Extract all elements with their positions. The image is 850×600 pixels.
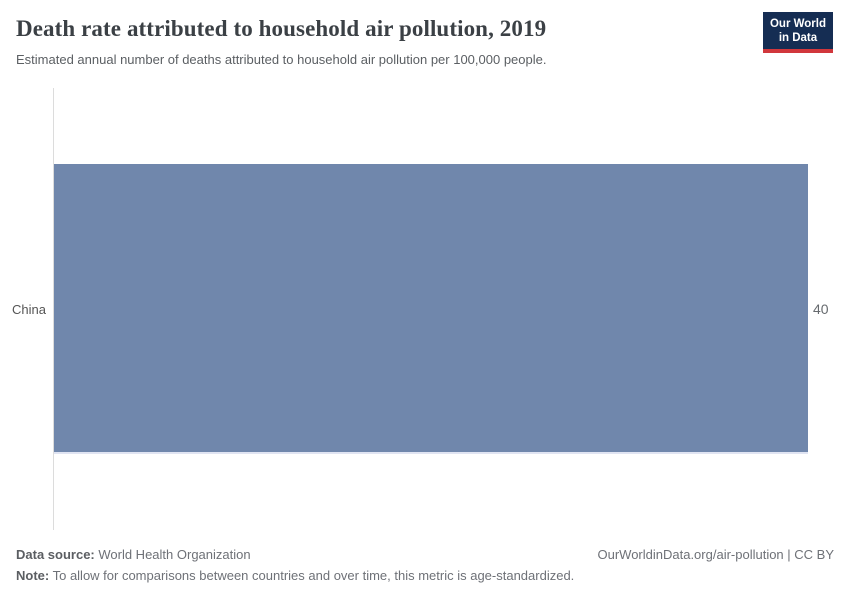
value-label-china: 40: [813, 301, 829, 317]
bar-track: [54, 164, 808, 454]
owid-logo-line1: Our World: [769, 18, 826, 30]
data-source-line: Data source: World Health Organization: [16, 547, 251, 563]
data-source-label: Data source:: [16, 547, 95, 562]
chart-subtitle: Estimated annual number of deaths attrib…: [16, 52, 547, 67]
owid-logo-line2: in Data: [778, 31, 818, 44]
bar-china[interactable]: [54, 164, 808, 454]
entity-label-china[interactable]: China: [12, 302, 46, 317]
note-text: To allow for comparisons between countri…: [49, 568, 575, 583]
y-axis-line: [53, 88, 54, 530]
note-line: Note: To allow for comparisons between c…: [16, 568, 574, 584]
owid-logo[interactable]: Our World in Data: [762, 12, 833, 53]
data-source-text: World Health Organization: [94, 547, 251, 562]
attribution-link[interactable]: OurWorldinData.org/air-pollution | CC BY: [597, 547, 834, 562]
chart-title: Death rate attributed to household air p…: [16, 16, 547, 41]
note-label: Note:: [16, 568, 50, 583]
